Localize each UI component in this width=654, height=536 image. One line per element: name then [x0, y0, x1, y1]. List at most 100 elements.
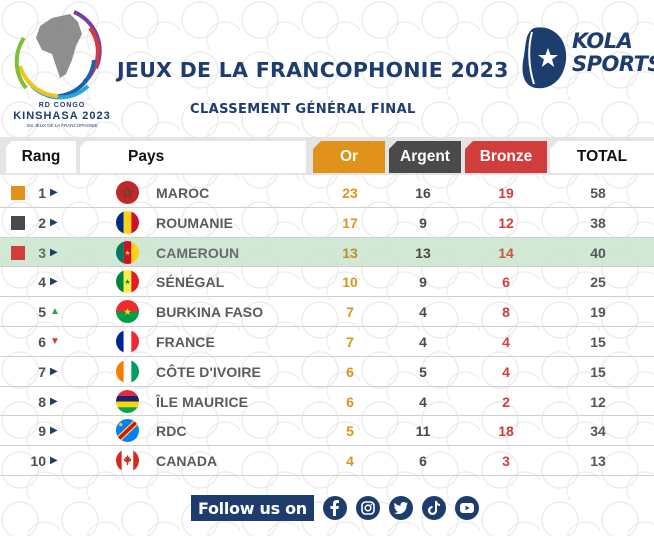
- trend-same-icon: ▶: [50, 276, 58, 288]
- silver-count: 9: [419, 274, 427, 291]
- column-header-rang: Rang: [6, 141, 76, 173]
- rank-value: 2: [38, 214, 46, 231]
- country-name: CAMEROUN: [156, 244, 240, 261]
- trend-same-icon: ▶: [50, 455, 58, 467]
- facebook-icon[interactable]: [322, 496, 347, 520]
- gold-count: 7: [346, 333, 354, 350]
- silver-count: 16: [415, 185, 431, 201]
- rank-value: 7: [38, 363, 46, 380]
- bronze-count: 3: [502, 453, 510, 470]
- kola-nut-star-icon: [522, 27, 567, 89]
- tiktok-icon[interactable]: [421, 496, 446, 520]
- country-name: BURKINA FASO: [156, 304, 264, 321]
- flag-burkina-faso-icon: [116, 300, 139, 324]
- kola-sports-wordmark: KOLA SPORTS: [572, 30, 654, 76]
- silver-count: 11: [415, 423, 431, 440]
- brand-line-1: KOLA: [572, 29, 633, 53]
- social-footer: Follow us on: [191, 494, 479, 522]
- rank-value: 1: [38, 185, 46, 201]
- bronze-count: 18: [498, 423, 514, 440]
- rank-value: 5: [38, 304, 46, 321]
- gold-count: 5: [346, 423, 354, 440]
- flag-cameroon-icon: [116, 240, 139, 264]
- rank-value: 3: [38, 244, 46, 261]
- table-row: 8 ▶ ÎLE MAURICE 6 4 2 12: [0, 387, 654, 417]
- youtube-icon[interactable]: [454, 496, 479, 520]
- country-name: ROUMANIE: [156, 214, 234, 231]
- flag-mauritius-icon: [116, 389, 139, 413]
- silver-count: 6: [419, 453, 427, 470]
- follow-us-label: Follow us on: [191, 495, 314, 521]
- gold-count: 23: [342, 185, 358, 201]
- trend-same-icon: ▶: [50, 395, 58, 407]
- country-name: SÉNÉGAL: [156, 274, 225, 291]
- logo-kinshasa: KINSHASA 2023: [13, 110, 111, 122]
- flag-morocco-icon: [116, 181, 139, 204]
- games-emblem-icon: [14, 10, 102, 100]
- total-count: 25: [590, 274, 606, 291]
- bronze-count: 4: [502, 363, 510, 380]
- silver-count: 13: [415, 244, 431, 261]
- logo-subtitle: IXe JEUX DE LA FRANCOPHONIE: [26, 123, 98, 128]
- rank-value: 6: [38, 333, 46, 350]
- country-name: RDC: [156, 423, 187, 440]
- medal-silver-marker: [11, 215, 25, 230]
- logo-rd-congo: RD CONGO: [38, 102, 86, 109]
- flag-romania-icon: [116, 210, 139, 234]
- silver-count: 4: [419, 304, 427, 321]
- table-row: 6 ▼ FRANCE 7 4 4 15: [0, 327, 654, 357]
- country-name: CANADA: [156, 453, 218, 470]
- silver-count: 4: [419, 333, 427, 350]
- table-row: 2 ▶ ROUMANIE 17 9 12 38: [0, 208, 654, 238]
- trend-same-icon: ▶: [50, 246, 58, 258]
- table-row: 10 ▶ CANADA 4 6 3 13: [0, 446, 654, 476]
- table-row: 3 ▶ CAMEROUN 13 13 14 40: [0, 237, 654, 268]
- country-name: MAROC: [156, 185, 210, 201]
- trend-same-icon: ▶: [50, 216, 58, 228]
- bronze-count: 6: [502, 274, 510, 291]
- bronze-count: 12: [498, 214, 514, 231]
- rank-value: 10: [30, 453, 46, 470]
- total-count: 34: [590, 423, 606, 440]
- column-header-bronze: Bronze: [465, 141, 547, 173]
- country-name: ÎLE MAURICE: [156, 393, 249, 410]
- rank-value: 4: [38, 274, 46, 291]
- trend-same-icon: ▶: [50, 425, 58, 437]
- bronze-count: 2: [502, 393, 510, 410]
- instagram-icon[interactable]: [355, 496, 380, 520]
- column-header-pays: Pays: [80, 141, 306, 173]
- trend-down-icon: ▼: [50, 335, 60, 347]
- trend-same-icon: ▶: [50, 365, 58, 377]
- total-count: 13: [590, 453, 606, 470]
- brand-line-2: SPORTS: [572, 52, 654, 76]
- table-row: 7 ▶ CÔTE D'IVOIRE 6 5 4 15: [0, 357, 654, 387]
- bronze-count: 14: [498, 244, 514, 261]
- gold-count: 6: [346, 363, 354, 380]
- flag-france-icon: [116, 329, 139, 353]
- total-count: 38: [590, 214, 606, 231]
- table-row: 9 ▶ RDC 5 11 18 34: [0, 416, 654, 447]
- silver-count: 9: [419, 214, 427, 231]
- gold-count: 13: [342, 244, 358, 261]
- flag-canada-icon: [116, 449, 139, 473]
- gold-count: 4: [346, 453, 354, 470]
- flag-drc-icon: [116, 419, 139, 443]
- bronze-count: 19: [498, 185, 514, 201]
- rank-value: 8: [38, 393, 46, 410]
- gold-count: 17: [342, 214, 358, 231]
- flag-cote-divoire-icon: [116, 359, 139, 383]
- header: RD CONGO KINSHASA 2023 IXe JEUX DE LA FR…: [0, 0, 654, 138]
- gold-count: 10: [342, 274, 358, 291]
- page-title: JEUX DE LA FRANCOPHONIE 2023: [117, 58, 509, 82]
- rank-value: 9: [38, 423, 46, 440]
- gold-count: 7: [346, 304, 354, 321]
- silver-count: 5: [419, 363, 427, 380]
- total-count: 12: [590, 393, 606, 410]
- twitter-icon[interactable]: [388, 496, 413, 520]
- trend-same-icon: ▶: [50, 187, 58, 198]
- column-header-total: TOTAL: [550, 141, 654, 173]
- table-header: Rang Pays Or Argent Bronze TOTAL: [0, 137, 654, 175]
- bronze-count: 8: [502, 304, 510, 321]
- total-count: 15: [590, 333, 606, 350]
- trend-up-icon: ▲: [50, 306, 60, 318]
